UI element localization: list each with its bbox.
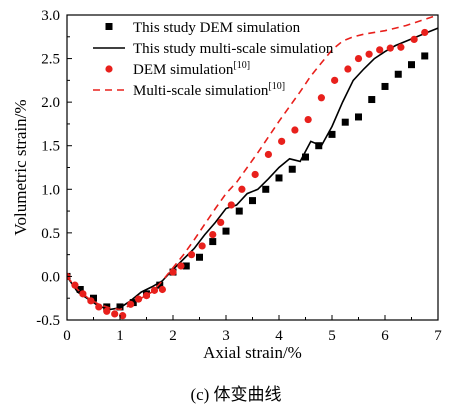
data-point [238,185,246,193]
y-tick-label: 0.0 [41,269,60,285]
data-point [365,50,373,58]
data-point [71,281,79,289]
legend-label: This study multi-scale simulation [133,41,334,57]
legend-item: This study multi-scale simulation [93,41,334,57]
y-tick-label: 1.5 [41,139,60,155]
legend-item: DEM simulation[10] [105,60,250,78]
legend-item: Multi-scale simulation[10] [93,81,285,99]
data-point [249,197,256,205]
data-point [264,150,272,159]
data-point [317,94,325,102]
data-point [355,113,362,121]
data-point [315,142,323,150]
data-point [209,238,217,246]
data-point [209,231,217,239]
ticks-layer: 0 1 2 3 4 5 6 7 -0.5 0.0 0.5 1.0 1.5 2.0 2.5 3.0 [36,8,442,344]
data-point [394,70,402,78]
data-point [410,35,418,44]
y-tick-label: 1.0 [41,182,60,198]
data-point [111,310,119,318]
data-point [341,118,349,126]
data-point [158,285,166,294]
y-tick-label: 0.5 [41,226,60,242]
data-point [198,242,206,250]
y-tick-label: 3.0 [41,8,60,24]
data-point [169,268,177,276]
legend-label: DEM simulation[10] [133,60,250,78]
legend-ref: [10] [233,60,250,71]
x-tick-label: 1 [116,328,124,344]
data-point [119,312,127,320]
data-point [217,218,225,226]
data-point [368,96,376,104]
x-axis-title: Axial strain/% [203,343,302,362]
data-point [291,126,299,134]
series-layer [67,15,438,320]
figure-caption: (c) 体变曲线 [190,385,281,404]
data-point [288,165,296,173]
series-3 [67,28,429,320]
data-point [222,227,230,235]
data-point [386,44,394,52]
series-line [67,15,438,311]
data-point [397,43,405,51]
legend-label: Multi-scale simulation[10] [133,81,285,99]
data-point [177,262,185,270]
data-point [328,130,336,138]
data-point [278,137,286,145]
data-point [95,303,103,311]
x-tick-label: 2 [169,328,177,344]
data-point [187,251,196,259]
data-point [182,262,190,270]
data-point [304,115,312,124]
series-line [67,27,438,311]
legend-ref: [10] [268,81,285,92]
data-point [354,54,363,63]
data-point [275,174,283,182]
data-point [227,201,235,209]
y-tick-label: -0.5 [36,313,60,329]
data-point [302,153,309,161]
plot-frame [66,14,439,321]
x-tick-label: 3 [222,328,230,344]
x-tick-label: 4 [275,328,283,344]
series-2 [67,27,438,311]
legend-label: This study DEM simulation [133,20,301,36]
series-4 [67,15,438,311]
x-tick-label: 0 [63,328,71,344]
legend-symbol [105,65,113,73]
legend-item: This study DEM simulation [105,20,301,36]
data-point [262,185,270,193]
y-axis-title: Volumetric strain/% [11,99,30,235]
data-point [421,52,429,60]
y-tick-label: 2.0 [41,95,60,111]
data-point [156,281,164,289]
data-point [76,286,84,293]
data-point [103,307,111,315]
data-point [251,170,259,179]
data-point [196,253,203,261]
data-point [344,65,352,73]
data-point [331,76,339,84]
x-tick-label: 6 [381,328,389,344]
y-tick-label: 2.5 [41,52,60,68]
x-tick-label: 5 [328,328,336,344]
legend-symbol [105,23,113,30]
data-point [90,294,97,302]
data-point [87,297,95,305]
data-point [235,207,243,215]
data-point [421,28,429,37]
data-point [381,82,389,90]
data-point [408,61,415,69]
x-tick-label: 7 [434,328,442,344]
legend: This study DEM simulation This study mult… [93,20,334,99]
data-point [376,46,384,54]
